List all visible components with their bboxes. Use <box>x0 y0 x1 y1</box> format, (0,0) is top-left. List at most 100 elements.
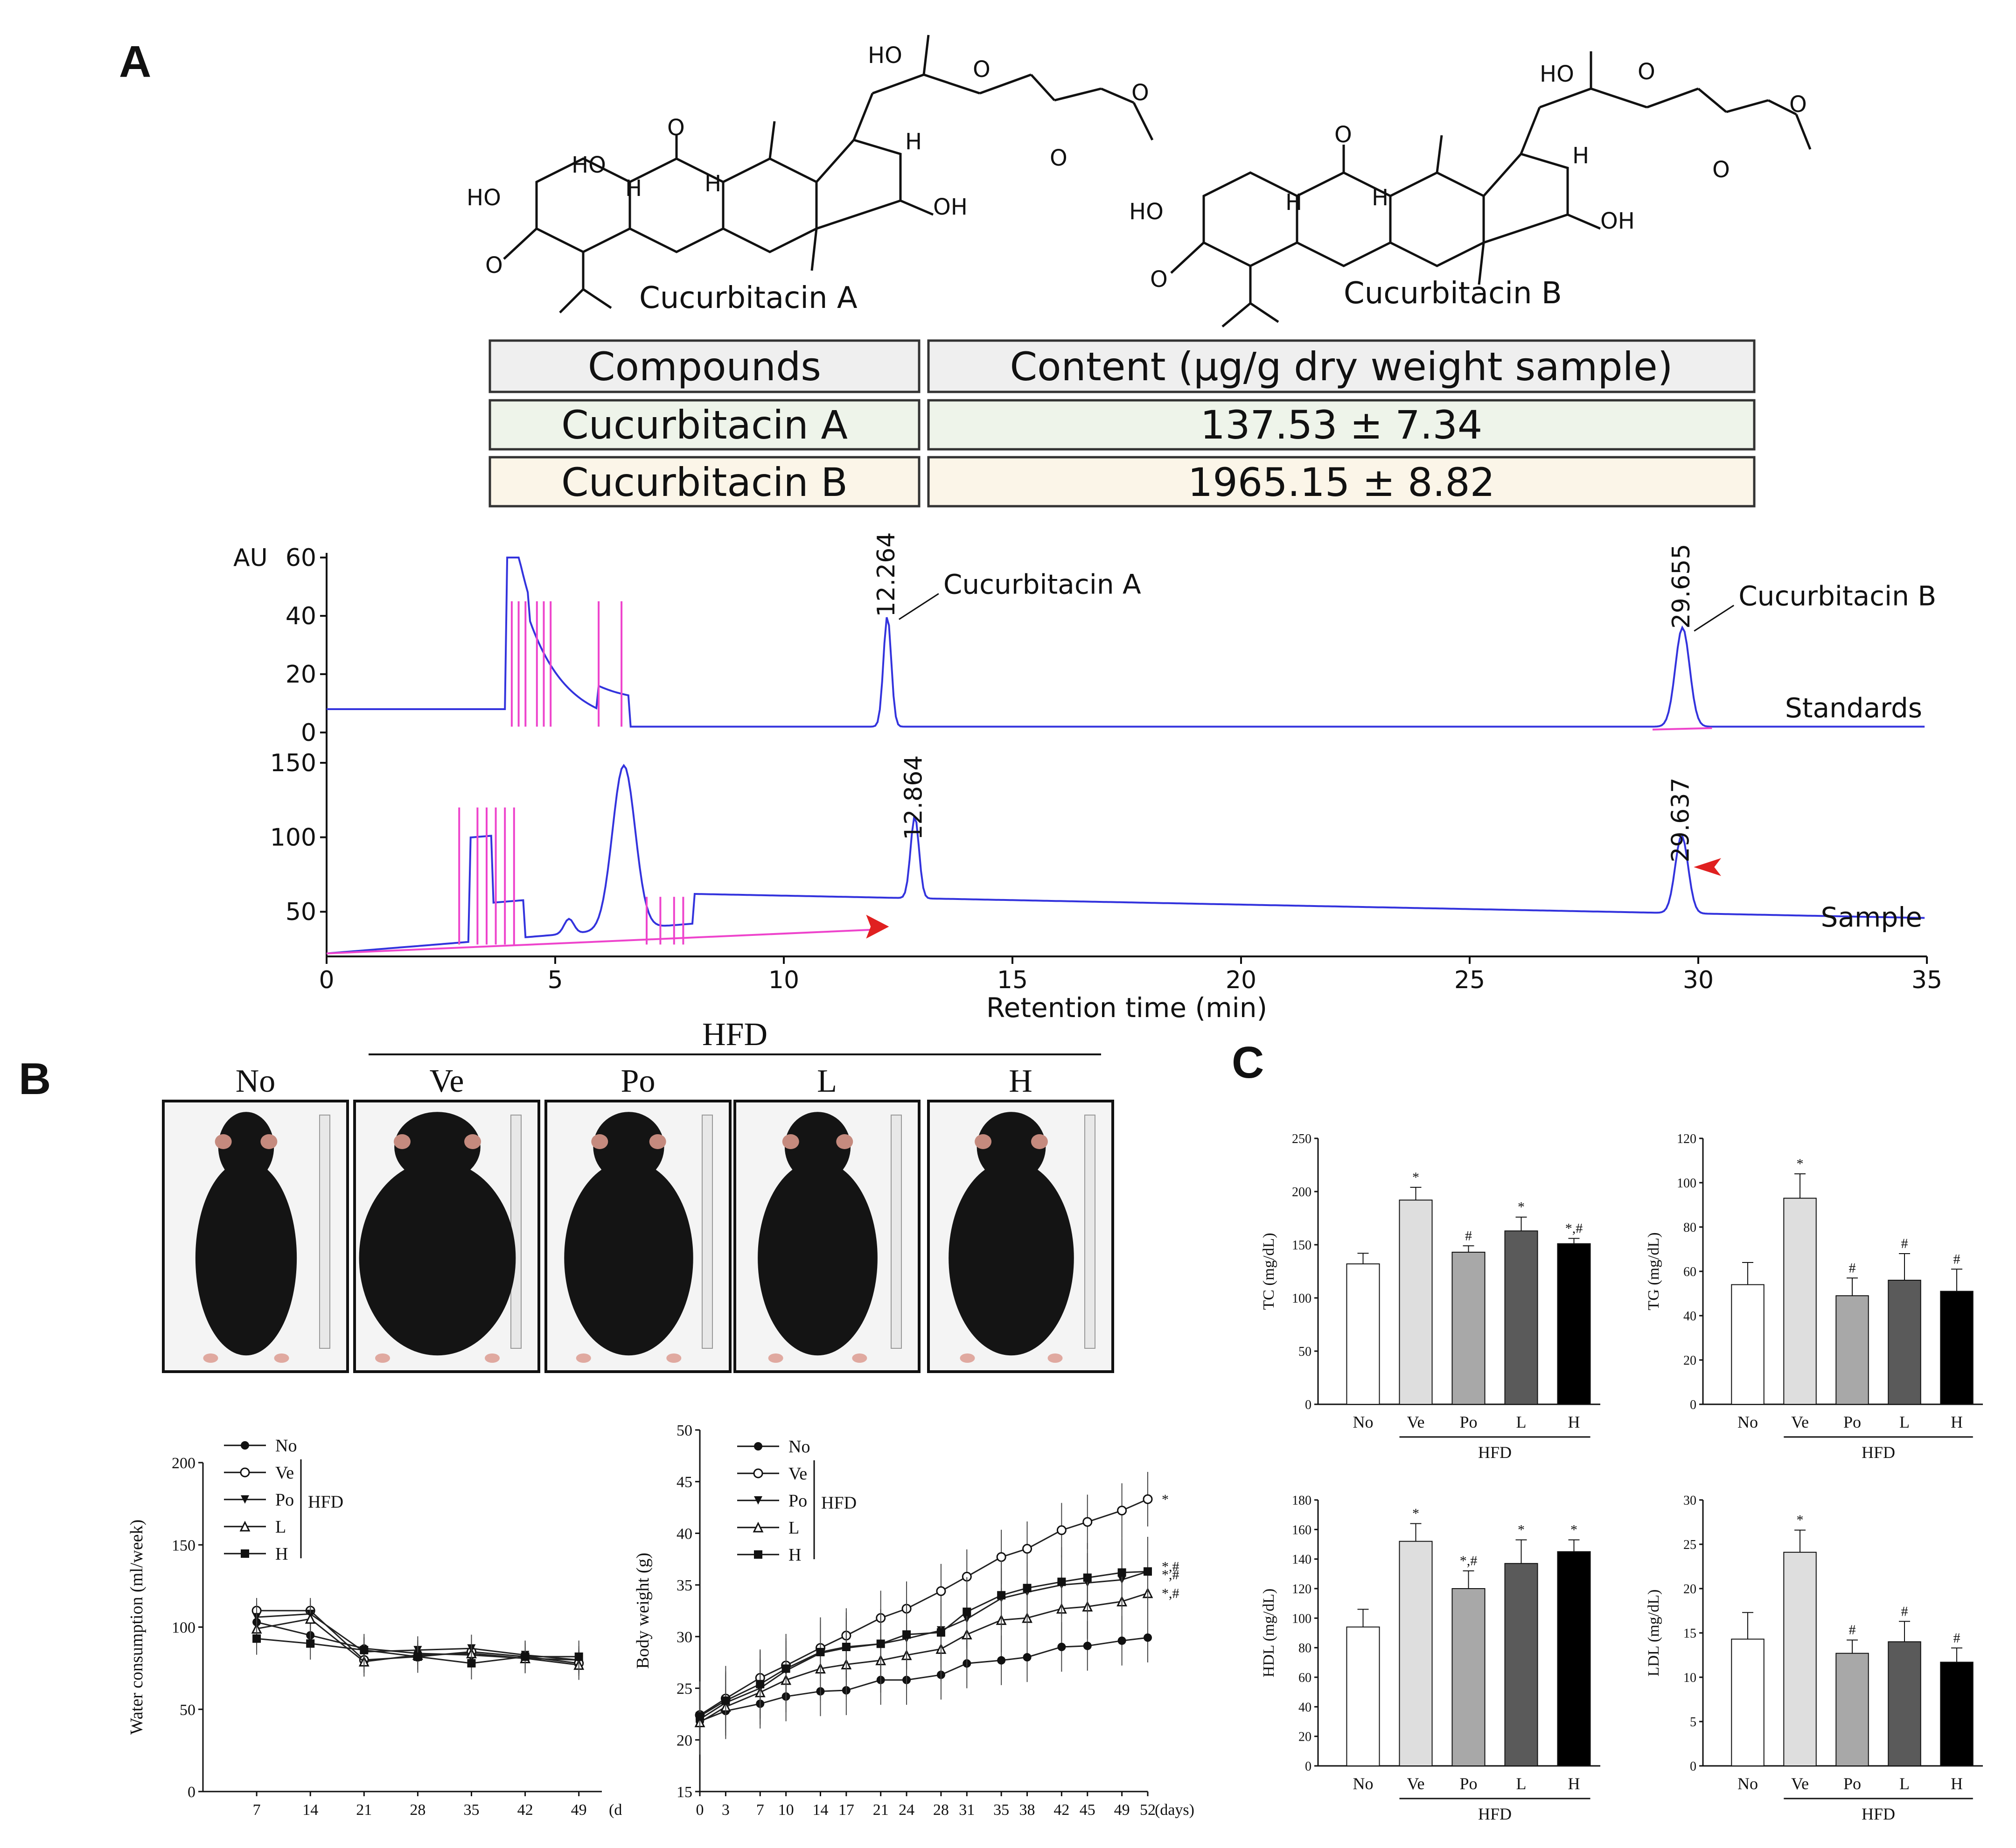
series-marker <box>753 1521 764 1533</box>
y-tick-label: 60 <box>286 544 316 572</box>
y-tick-label: 120 <box>1292 1582 1311 1597</box>
x-tick-label: 0 <box>696 1801 704 1819</box>
peak-rt-label: 12.264 <box>872 532 900 617</box>
y-tick-label: 60 <box>1683 1265 1696 1279</box>
mouse-paw <box>375 1353 390 1363</box>
mouse-paw <box>1047 1353 1063 1363</box>
y-axis-label: HDL (mg/dL) <box>1260 1589 1277 1677</box>
series-marker <box>842 1643 851 1651</box>
y-axis-label: AU <box>233 544 268 572</box>
trace-label: Sample <box>1821 901 1922 933</box>
bar <box>1399 1541 1433 1767</box>
series-line <box>699 1570 1148 1717</box>
mouse-body <box>949 1160 1074 1356</box>
x-tick-label: 17 <box>838 1801 854 1819</box>
mouse-paw <box>485 1353 500 1363</box>
cucurbitacin-b-structure <box>1170 51 1812 328</box>
legend-label: L <box>275 1517 286 1537</box>
bar <box>1557 1243 1591 1405</box>
atom-label: HO <box>467 185 501 211</box>
x-tick-label: 10 <box>768 966 799 994</box>
series-marker <box>1022 1544 1032 1554</box>
cucurbitacin-a-structure <box>503 35 1154 314</box>
x-tick-label: 38 <box>1019 1801 1035 1819</box>
x-tick-label: 42 <box>1053 1801 1069 1819</box>
y-tick-label: 0 <box>1690 1398 1696 1412</box>
atom-label: H <box>625 175 642 202</box>
peak-rt-label: 29.637 <box>1667 778 1695 863</box>
ruler <box>702 1115 713 1349</box>
significance-mark: *,# <box>1162 1567 1179 1583</box>
category-label: Ve <box>1791 1413 1809 1431</box>
series-marker <box>1023 1583 1032 1592</box>
annotation-arrow <box>899 593 939 620</box>
atom-label: H <box>705 171 721 197</box>
x-tick-label: 15 <box>997 966 1028 994</box>
x-tick-label: 49 <box>1114 1801 1130 1819</box>
table-row <box>927 456 1756 508</box>
y-tick-label: 20 <box>677 1732 692 1749</box>
y-tick-label: 100 <box>1677 1176 1696 1191</box>
significance-mark: *,# <box>1460 1553 1478 1569</box>
series-marker <box>876 1639 885 1648</box>
bar <box>1731 1284 1765 1405</box>
mouse-paw <box>768 1353 783 1363</box>
mouse-ear <box>215 1134 232 1149</box>
series-marker <box>902 1630 911 1639</box>
table-header-compounds: Compounds <box>588 344 821 390</box>
y-tick-label: 15 <box>1683 1626 1696 1641</box>
series-marker <box>1117 1568 1126 1577</box>
y-tick-label: 40 <box>677 1525 692 1542</box>
x-tick-label: 52 <box>1140 1801 1156 1819</box>
series-marker <box>252 1634 261 1643</box>
y-tick-label: 20 <box>1683 1582 1696 1597</box>
y-axis-label: Body weight (g) <box>633 1553 653 1669</box>
y-tick-label: 50 <box>1298 1345 1311 1359</box>
bar <box>1835 1653 1869 1766</box>
mouse-ear <box>464 1134 481 1149</box>
y-tick-label: 40 <box>1683 1309 1696 1324</box>
y-tick-label: 150 <box>270 749 316 777</box>
legend-label: No <box>275 1436 297 1456</box>
y-tick-label: 120 <box>1677 1132 1696 1146</box>
mouse-head <box>394 1112 481 1183</box>
significance-mark: *,# <box>1565 1220 1583 1236</box>
series-marker <box>467 1659 476 1668</box>
table-row <box>488 399 921 451</box>
y-tick-label: 20 <box>1683 1353 1696 1368</box>
peak-rt-label: 29.655 <box>1667 544 1695 629</box>
cucurbitacin-a-name: Cucurbitacin A <box>639 281 858 315</box>
category-label: Ve <box>1407 1774 1425 1793</box>
y-tick-label: 100 <box>1292 1611 1311 1626</box>
water-consumption-chart: 0 50 100 150 200 7 14 21 28 35 42 49 (d Water consump… <box>127 1436 622 1819</box>
y-tick-label: 5 <box>1690 1715 1696 1729</box>
x-tick-label: 28 <box>410 1801 426 1819</box>
atom-label: O <box>1150 266 1168 293</box>
significance-mark: * <box>1570 1522 1577 1538</box>
mouse-photo-row: No Ve Po L H HFD <box>162 1017 1114 1373</box>
bar <box>1451 1588 1486 1766</box>
bar <box>1399 1199 1433 1405</box>
mouse-head <box>218 1112 274 1183</box>
x-tick-label: 14 <box>302 1801 318 1819</box>
group-label: Po <box>621 1063 656 1099</box>
x-axis-label: (d <box>609 1801 622 1819</box>
table-row <box>927 399 1756 451</box>
series-marker <box>1082 1517 1093 1527</box>
legend-label: No <box>788 1437 810 1457</box>
peak-rt-label: 12.864 <box>900 755 928 840</box>
x-tick-label: 5 <box>547 966 563 994</box>
mouse-ear <box>393 1134 411 1149</box>
significance-mark: * <box>1518 1522 1525 1538</box>
x-tick-label: 45 <box>1080 1801 1095 1819</box>
y-tick-label: 0 <box>1305 1398 1311 1412</box>
series-marker <box>756 1680 765 1688</box>
y-tick-label: 40 <box>1298 1700 1311 1715</box>
category-label: H <box>1951 1774 1963 1793</box>
peak-annotation: Cucurbitacin B <box>1738 580 1936 612</box>
x-tick-label: 25 <box>1454 966 1485 994</box>
series-marker <box>1143 1494 1153 1504</box>
bar <box>1835 1295 1869 1405</box>
